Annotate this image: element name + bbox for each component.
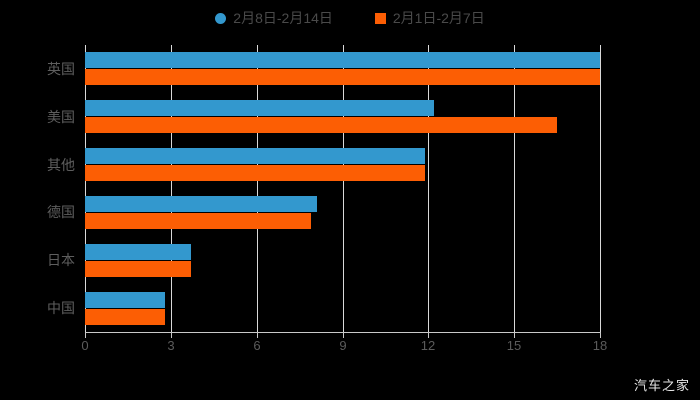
y-axis-category-labels: 英国美国其他德国日本中国	[0, 0, 85, 400]
bar-德国-series2[interactable]	[85, 213, 311, 229]
gridline-6	[257, 45, 258, 332]
x-tick-label-6: 6	[253, 338, 261, 353]
x-axis-line	[85, 332, 601, 333]
gridline-12	[428, 45, 429, 332]
y-category-label-日本: 日本	[47, 252, 75, 268]
x-tick-label-12: 12	[420, 338, 436, 353]
y-category-label-中国: 中国	[47, 300, 75, 316]
y-category-label-美国: 美国	[47, 109, 75, 125]
gridline-15	[514, 45, 515, 332]
bar-英国-series1[interactable]	[85, 52, 600, 68]
gridline-3	[171, 45, 172, 332]
x-tick-label-0: 0	[81, 338, 89, 353]
x-tick-mark-6	[257, 333, 258, 338]
bar-德国-series1[interactable]	[85, 196, 317, 212]
legend-item-1[interactable]: 2月8日-2月14日	[215, 11, 333, 25]
y-category-label-其他: 其他	[47, 157, 75, 173]
x-tick-label-18: 18	[592, 338, 608, 353]
bar-其他-series2[interactable]	[85, 165, 425, 181]
bar-其他-series1[interactable]	[85, 148, 425, 164]
plot-area	[85, 45, 601, 332]
gridline-0	[85, 45, 86, 332]
x-tick-mark-3	[171, 333, 172, 338]
x-tick-label-9: 9	[339, 338, 347, 353]
bar-中国-series1[interactable]	[85, 292, 165, 308]
bar-中国-series2[interactable]	[85, 309, 165, 325]
y-category-label-德国: 德国	[47, 204, 75, 220]
x-tick-mark-0	[85, 333, 86, 338]
legend-marker-blue-circle	[215, 12, 227, 24]
bar-美国-series1[interactable]	[85, 100, 434, 116]
bar-日本-series2[interactable]	[85, 261, 191, 277]
watermark: 汽车之家	[633, 378, 690, 393]
x-tick-label-3: 3	[167, 338, 175, 353]
bar-日本-series1[interactable]	[85, 244, 191, 260]
legend-label-1: 2月8日-2月14日	[233, 10, 333, 26]
bar-美国-series2[interactable]	[85, 117, 557, 133]
legend-marker-orange-square	[374, 12, 386, 24]
gridline-18	[600, 45, 601, 332]
x-tick-label-15: 15	[506, 338, 522, 353]
x-tick-mark-12	[428, 333, 429, 338]
x-tick-mark-15	[514, 333, 515, 338]
legend-label-2: 2月1日-2月7日	[392, 10, 485, 26]
gridline-9	[343, 45, 344, 332]
x-tick-mark-18	[600, 333, 601, 338]
x-tick-mark-9	[343, 333, 344, 338]
y-category-label-英国: 英国	[47, 61, 75, 77]
legend-item-2[interactable]: 2月1日-2月7日	[374, 10, 485, 26]
bar-英国-series2[interactable]	[85, 69, 600, 85]
chart-legend: 2月8日-2月14日 2月1日-2月7日	[0, 5, 700, 31]
